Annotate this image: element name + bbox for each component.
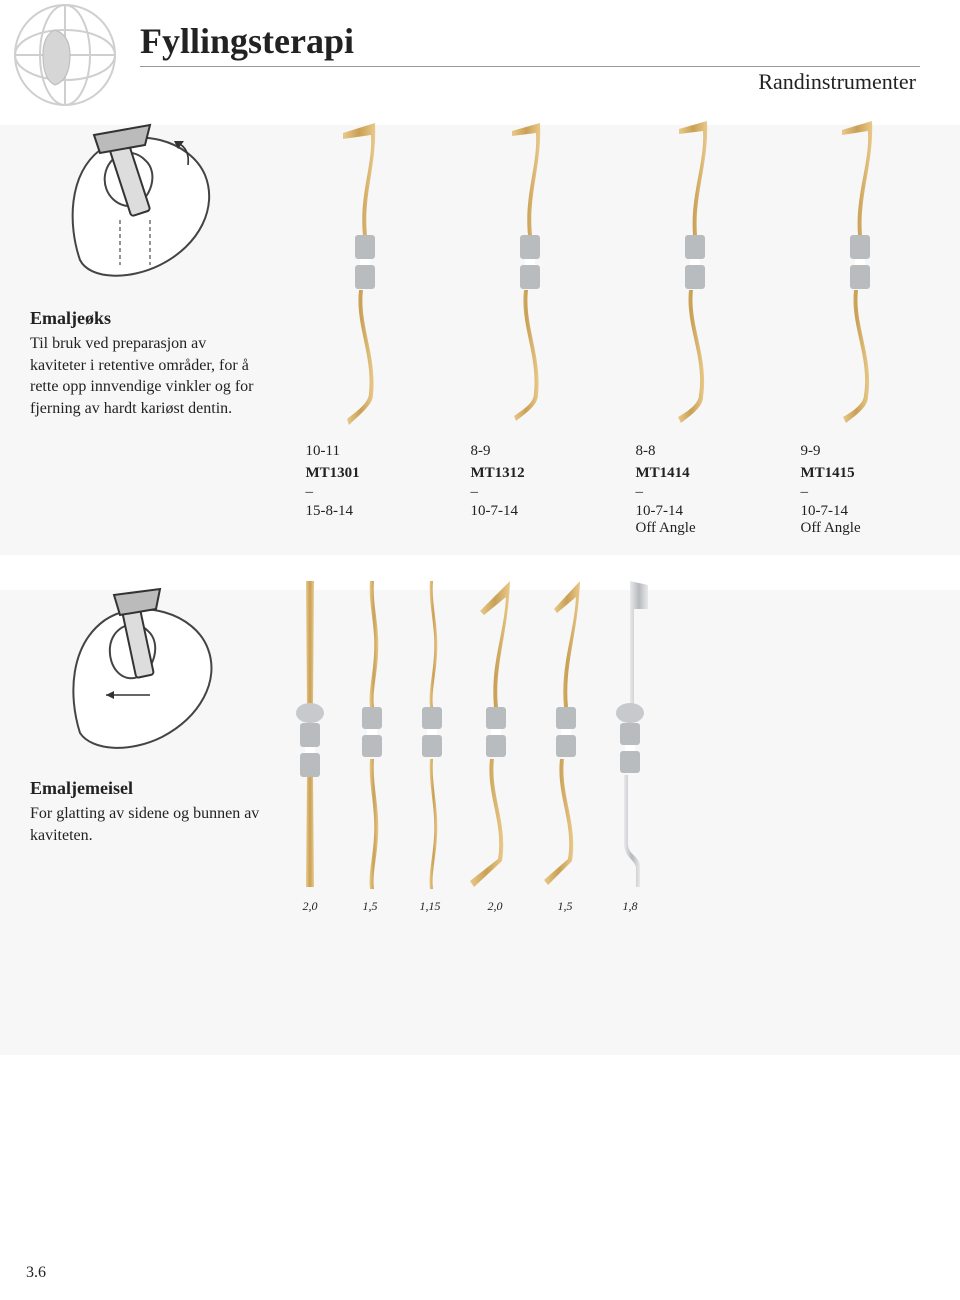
instrument-item: 1,8 — [600, 575, 660, 914]
spec-size: 8-9 — [471, 443, 603, 460]
tip-width: 1,5 — [558, 899, 573, 914]
section-emaljeoks: Emaljeøks Til bruk ved preparasjon av ka… — [0, 105, 960, 555]
spec-extra: Off Angle — [636, 520, 768, 537]
instrument-item: 10-11 MT1301 – 15-8-14 — [288, 115, 438, 537]
spec-code: MT1415 — [801, 465, 933, 482]
tip-width: 2,0 — [488, 899, 503, 914]
spec-dash: – — [636, 484, 768, 501]
section1-title: Emaljeøks — [30, 308, 262, 329]
page-subtitle: Randinstrumenter — [140, 69, 920, 95]
instrument-item: 2,0 — [460, 575, 530, 914]
logo-globe-icon — [10, 0, 120, 120]
spec-size: 8-8 — [636, 443, 768, 460]
instrument-item: 1,15 — [400, 575, 460, 914]
section1-body: Til bruk ved preparasjon av kaviteter i … — [30, 333, 262, 419]
spec-extra: Off Angle — [801, 520, 933, 537]
spec-dim: 15-8-14 — [306, 503, 438, 520]
instrument-item: 9-9 MT1415 – 10-7-14 Off Angle — [783, 115, 933, 537]
spec-dash: – — [801, 484, 933, 501]
illustration-tooth-1 — [50, 115, 230, 285]
tip-width: 1,15 — [420, 899, 441, 914]
spec-size: 9-9 — [801, 443, 933, 460]
spec-dash: – — [471, 484, 603, 501]
instrument-item: 2,0 — [280, 575, 340, 914]
spec-dim: 10-7-14 — [471, 503, 603, 520]
spec-code: MT1312 — [471, 465, 603, 482]
instrument-item: 8-8 MT1414 – 10-7-14 Off Angle — [618, 115, 768, 537]
section1-instruments: 10-11 MT1301 – 15-8-14 8-9 MT1312 — [280, 105, 960, 537]
illustration-tooth-2 — [50, 585, 230, 755]
tip-width: 2,0 — [303, 899, 318, 914]
tip-width: 1,8 — [623, 899, 638, 914]
instrument-item: 1,5 — [530, 575, 600, 914]
page-title: Fyllingsterapi — [140, 20, 920, 67]
spec-code: MT1301 — [306, 465, 438, 482]
tip-width: 1,5 — [363, 899, 378, 914]
spec-code: MT1414 — [636, 465, 768, 482]
spec-dash: – — [306, 484, 438, 501]
section-emaljemeisel: Emaljemeisel For glatting av sidene og b… — [0, 575, 960, 1055]
instrument-item: 1,5 — [340, 575, 400, 914]
spec-dim: 10-7-14 — [801, 503, 933, 520]
section2-body: For glatting av sidene og bunnen av kavi… — [30, 803, 262, 846]
spec-size: 10-11 — [306, 443, 438, 460]
spec-dim: 10-7-14 — [636, 503, 768, 520]
page-header: Fyllingsterapi Randinstrumenter — [0, 0, 960, 105]
page-number: 3.6 — [26, 1264, 46, 1282]
section2-title: Emaljemeisel — [30, 778, 262, 799]
instrument-item: 8-9 MT1312 – 10-7-14 — [453, 115, 603, 537]
